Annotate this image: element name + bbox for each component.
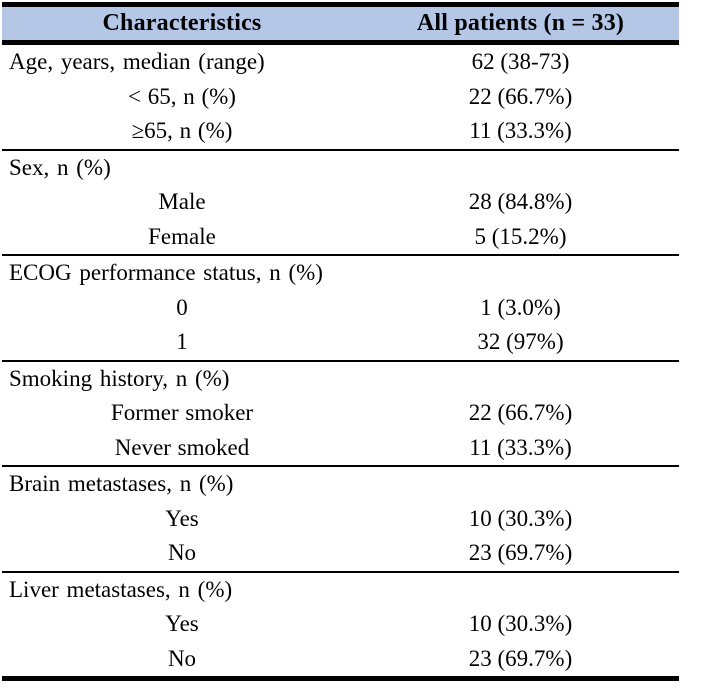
table-row: Yes 10 (30.3%) — [2, 502, 679, 537]
row-value-ecog-1: 32 (97%) — [477, 329, 564, 354]
table-row: 1 32 (97%) — [2, 325, 679, 361]
row-value-brain-yes: 10 (30.3%) — [468, 505, 573, 531]
row-label-brain-metastases: Brain metastases, n (%) — [9, 471, 234, 496]
row-value-smoking — [362, 361, 679, 397]
section-age: Age, years, median (range) 62 (38-73) < … — [2, 43, 679, 150]
patient-characteristics-table: Characteristics All patients (n = 33) Ag… — [2, 2, 679, 681]
row-value-liver-no: 23 (69.7%) — [468, 645, 573, 671]
table-row: < 65, n (%) 22 (66.7%) — [2, 80, 679, 115]
table-row: Liver metastases, n (%) — [2, 572, 679, 608]
row-label-former-smoker: Former smoker — [110, 400, 254, 425]
table-row: Yes 10 (30.3%) — [2, 607, 679, 642]
row-value-liver-metastases — [362, 572, 679, 608]
table-row: No 23 (69.7%) — [2, 642, 679, 679]
header-characteristics: Characteristics — [2, 2, 362, 45]
row-value-brain-metastases — [362, 466, 679, 502]
row-label-ecog-1: 1 — [176, 329, 188, 354]
table-row: Smoking history, n (%) — [2, 361, 679, 397]
row-label-brain-yes: Yes — [165, 505, 199, 531]
row-label-age: Age, years, median (range) — [9, 49, 265, 74]
table-header-row: Characteristics All patients (n = 33) — [2, 2, 679, 45]
section-liver-metastases: Liver metastases, n (%) Yes 10 (30.3%) N… — [2, 571, 679, 679]
row-value-sex — [362, 150, 679, 186]
row-value-male: 28 (84.8%) — [468, 189, 573, 214]
table-row: ≥65, n (%) 11 (33.3%) — [2, 114, 679, 150]
row-label-ecog-0: 0 — [176, 294, 188, 320]
row-label-liver-metastases: Liver metastases, n (%) — [9, 576, 233, 602]
row-label-brain-no: No — [167, 540, 197, 565]
table-head: Characteristics All patients (n = 33) — [2, 2, 679, 45]
row-label-liver-yes: Yes — [165, 611, 199, 636]
table-row: Male 28 (84.8%) — [2, 185, 679, 220]
row-label-liver-no: No — [167, 645, 197, 671]
row-value-former-smoker: 22 (66.7%) — [468, 400, 573, 425]
row-value-age-under65: 22 (66.7%) — [468, 83, 573, 109]
table-row: Female 5 (15.2%) — [2, 220, 679, 256]
table-row: 0 1 (3.0%) — [2, 291, 679, 326]
row-label-female: Female — [148, 223, 216, 249]
section-smoking: Smoking history, n (%) Former smoker 22 … — [2, 360, 679, 467]
table-row: Never smoked 11 (33.3%) — [2, 431, 679, 467]
row-label-sex: Sex, n (%) — [9, 154, 111, 180]
section-sex: Sex, n (%) Male 28 (84.8%) Female 5 (15.… — [2, 149, 679, 256]
table-row: Age, years, median (range) 62 (38-73) — [2, 43, 679, 80]
row-value-ecog — [362, 255, 679, 291]
table-row: ECOG performance status, n (%) — [2, 255, 679, 291]
table-row: Sex, n (%) — [2, 150, 679, 186]
row-label-ecog: ECOG performance status, n (%) — [9, 260, 323, 285]
row-label-age-under65: < 65, n (%) — [128, 83, 236, 109]
row-value-age-over65: 11 (33.3%) — [469, 118, 572, 143]
table-row: Former smoker 22 (66.7%) — [2, 396, 679, 431]
row-label-male: Male — [158, 189, 206, 214]
section-ecog: ECOG performance status, n (%) 0 1 (3.0%… — [2, 255, 679, 361]
row-value-liver-yes: 10 (30.3%) — [468, 611, 573, 636]
header-all-patients: All patients (n = 33) — [362, 2, 679, 45]
row-label-never-smoked: Never smoked — [114, 434, 250, 460]
row-value-never-smoked: 11 (33.3%) — [469, 434, 572, 460]
row-label-smoking: Smoking history, n (%) — [9, 365, 230, 391]
section-brain-metastases: Brain metastases, n (%) Yes 10 (30.3%) N… — [2, 466, 679, 572]
table-row: Brain metastases, n (%) — [2, 466, 679, 502]
row-label-age-over65: ≥65, n (%) — [131, 118, 233, 143]
row-value-age: 62 (38-73) — [471, 49, 570, 74]
table-row: No 23 (69.7%) — [2, 536, 679, 572]
row-value-ecog-0: 1 (3.0%) — [480, 294, 561, 320]
row-value-female: 5 (15.2%) — [474, 223, 567, 249]
row-value-brain-no: 23 (69.7%) — [468, 540, 573, 565]
